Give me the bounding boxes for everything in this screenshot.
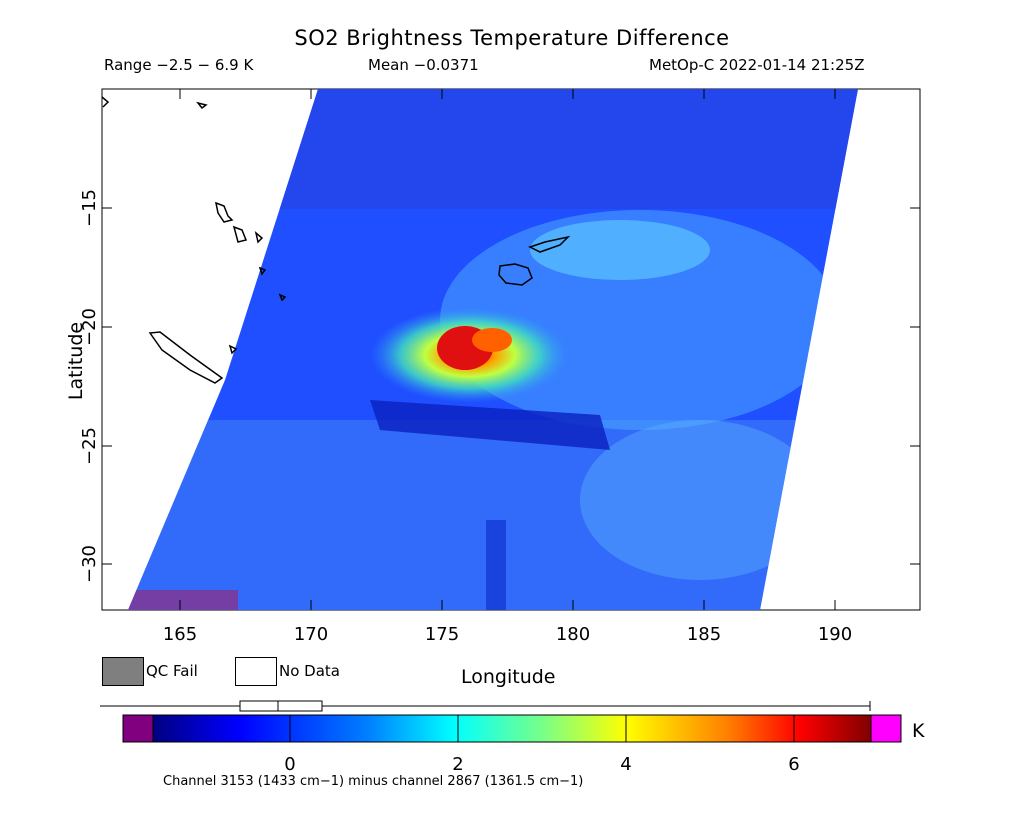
loyalty-islet	[228, 344, 238, 355]
y-axis-label: Latitude	[65, 321, 87, 401]
colorbar-tick-label: 0	[284, 754, 295, 775]
colorbar-gradient	[152, 714, 872, 743]
colorbar-under	[122, 714, 154, 743]
qc-fail-swatch	[102, 657, 144, 686]
x-tick-label: 170	[294, 624, 328, 645]
colorbar-unit: K	[912, 720, 925, 742]
vanuatu-island-2	[232, 225, 248, 243]
distribution-boxplot	[100, 700, 871, 712]
mean-label: Mean −0.0371	[368, 56, 479, 74]
channel-footnote: Channel 3153 (1433 cm−1) minus channel 2…	[163, 774, 584, 789]
islet-top	[196, 101, 208, 110]
range-label: Range −2.5 − 6.9 K	[104, 56, 254, 74]
fiji-vanua-levu	[528, 235, 571, 253]
no-data-swatch	[235, 657, 277, 686]
vanuatu-island-3	[254, 231, 264, 244]
coast-top-left	[101, 96, 110, 108]
y-tick-label: −20	[79, 308, 100, 346]
fiji-viti-levu	[498, 263, 533, 286]
qc-fail-label: QC Fail	[146, 662, 198, 680]
x-tick-label: 165	[163, 624, 197, 645]
new-caledonia-coast	[148, 331, 224, 384]
y-tick-label: −30	[79, 545, 100, 583]
x-tick-label: 180	[556, 624, 590, 645]
page-title: SO2 Brightness Temperature Difference	[294, 26, 730, 50]
colorbar-over	[870, 714, 902, 743]
vanuatu-island-1	[214, 201, 234, 223]
y-ticks	[102, 207, 920, 565]
islet-3	[278, 293, 287, 302]
colorbar-tick-label: 2	[452, 754, 463, 775]
islet-2	[258, 266, 267, 276]
y-tick-label: −25	[79, 427, 100, 465]
x-tick-label: 190	[818, 624, 852, 645]
no-data-label: No Data	[279, 662, 340, 680]
y-tick-label: −15	[79, 189, 100, 227]
x-ticks	[179, 89, 836, 610]
coastlines	[101, 96, 571, 384]
x-axis-label: Longitude	[461, 666, 556, 688]
x-tick-label: 175	[425, 624, 459, 645]
x-tick-label: 185	[687, 624, 721, 645]
colorbar: 0 2 4 6	[122, 714, 902, 775]
colorbar-tick-label: 4	[620, 754, 631, 775]
colorbar-tick-label: 6	[788, 754, 799, 775]
satellite-time-label: MetOp-C 2022-01-14 21:25Z	[649, 56, 865, 74]
